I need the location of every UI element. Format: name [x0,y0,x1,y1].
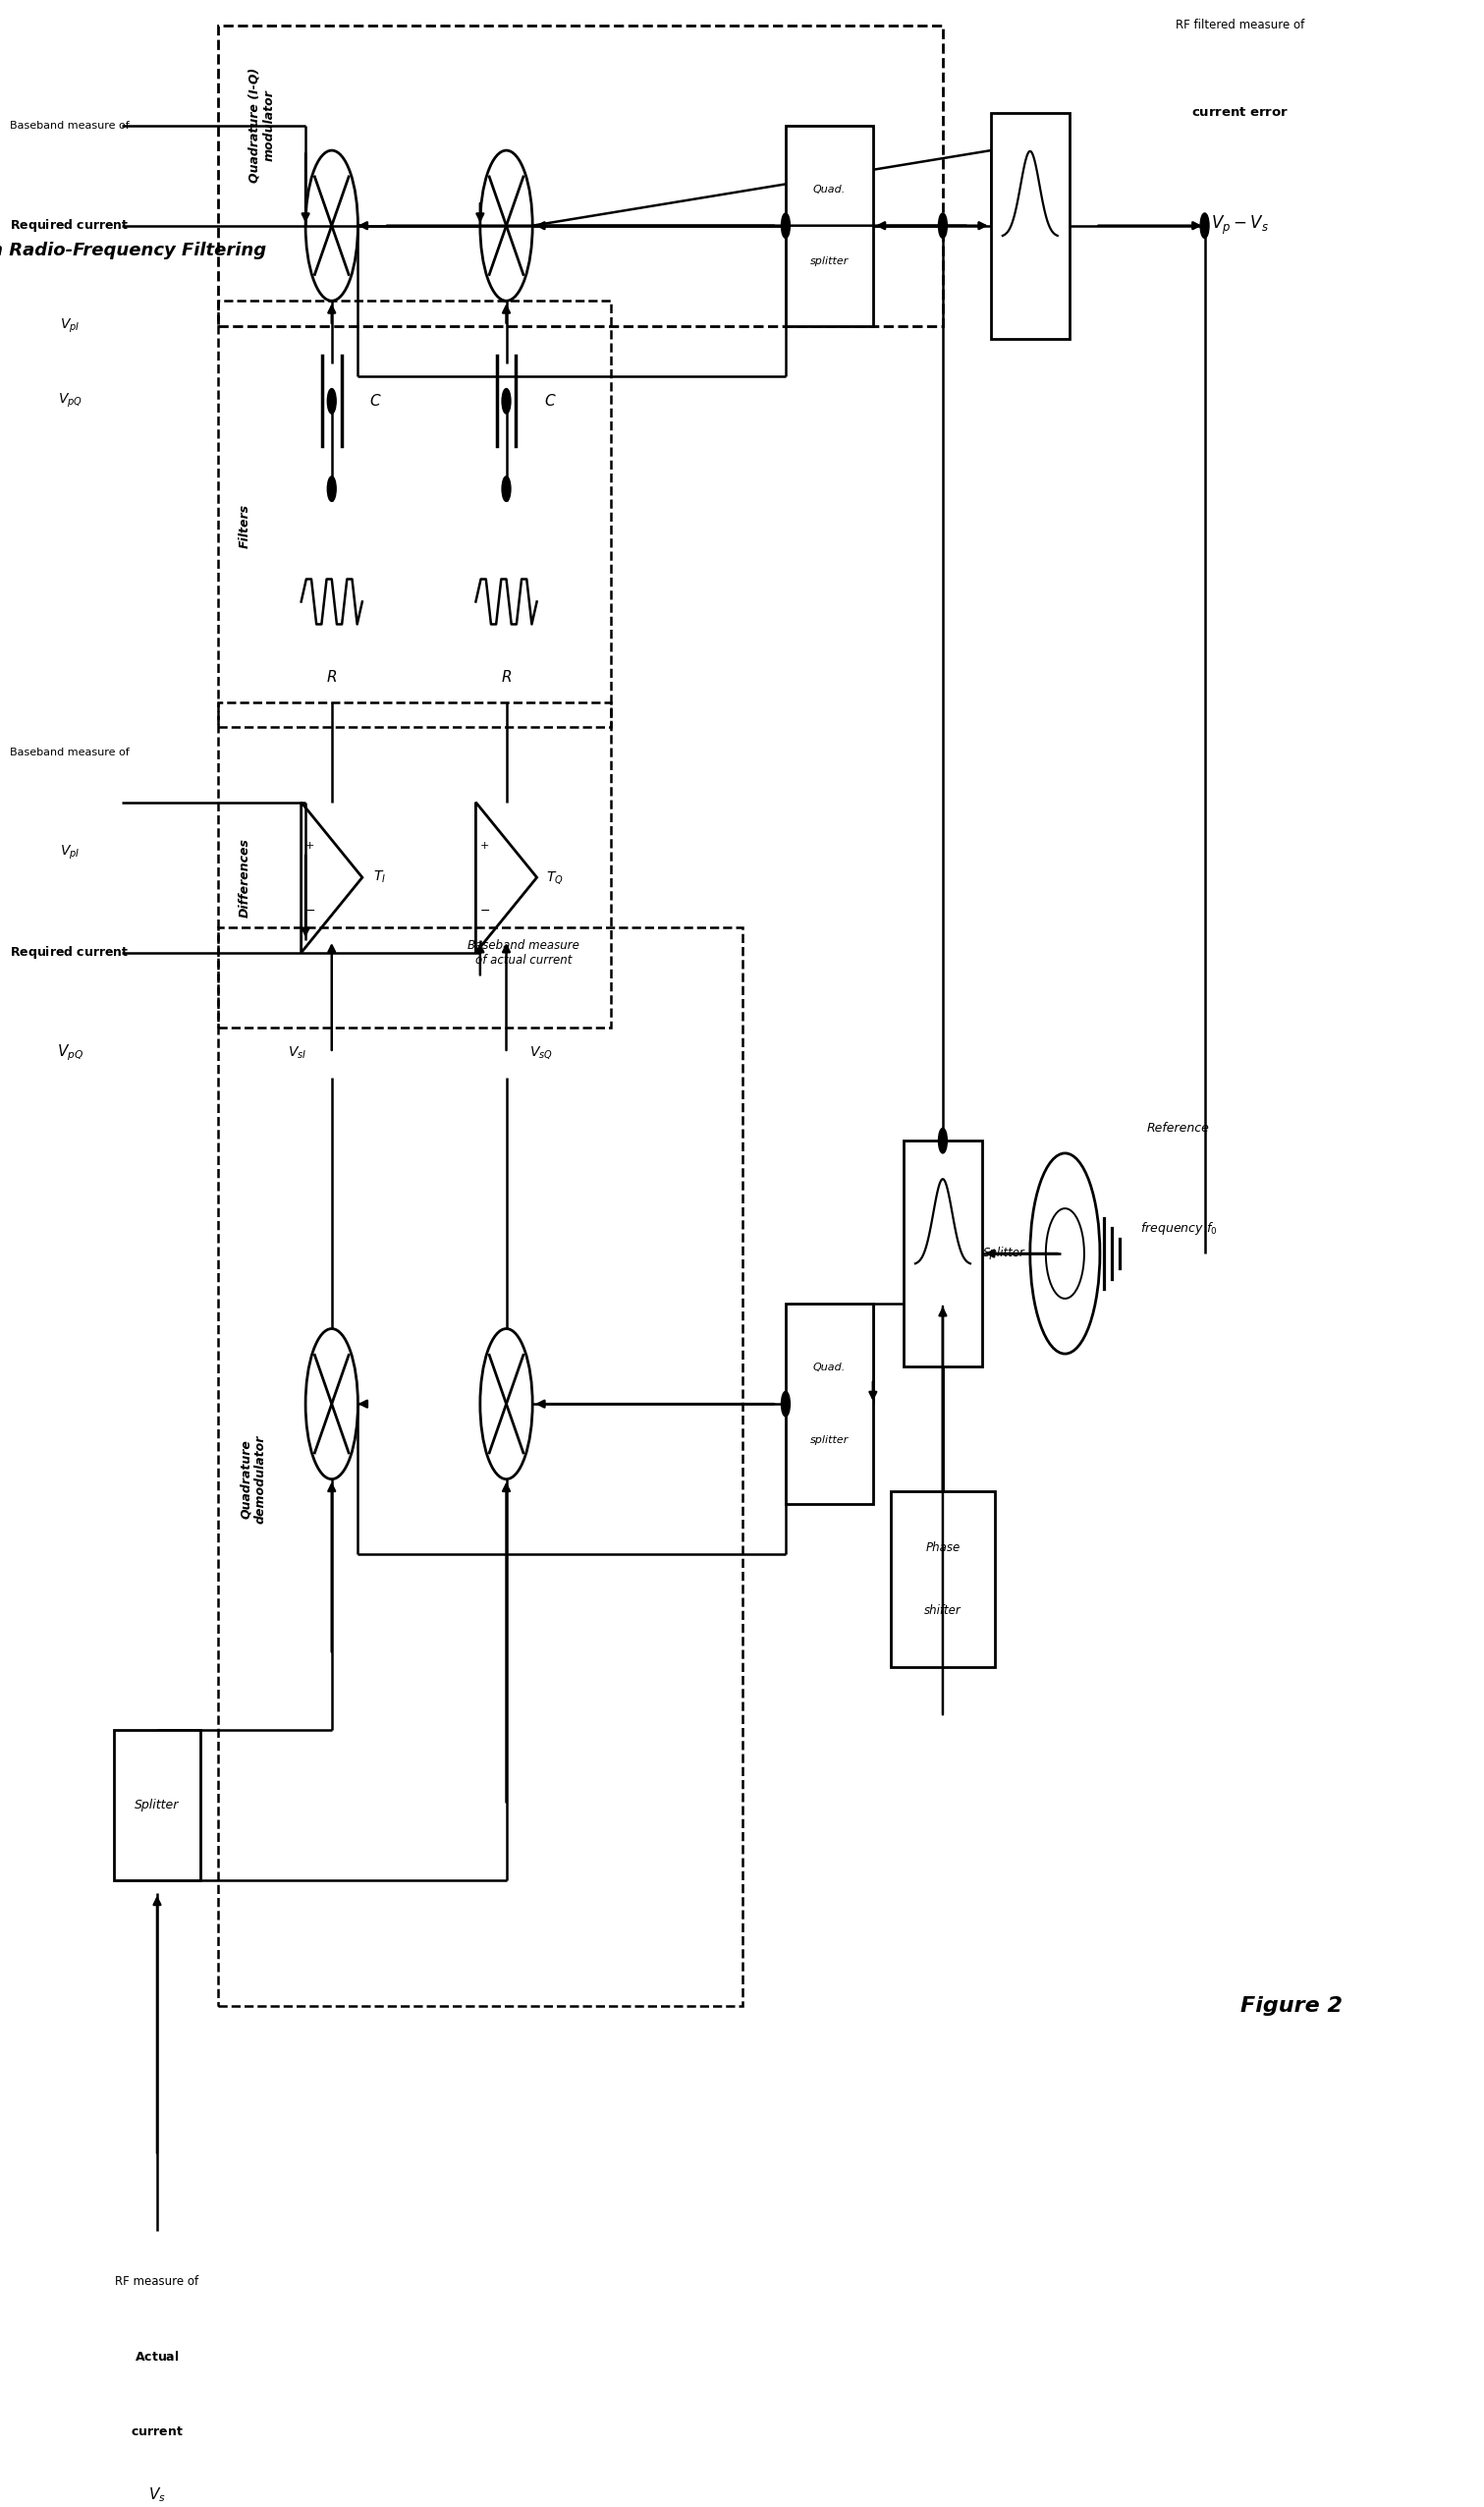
Bar [904,1141,982,1366]
Circle shape [781,1391,789,1416]
Text: $T_I$: $T_I$ [374,870,386,885]
Text: Phase: Phase [926,1542,960,1554]
Text: $-$: $-$ [304,903,316,918]
Bar [113,1730,200,1880]
Text: $\mathbf{current\ error}$: $\mathbf{current\ error}$ [1192,105,1288,120]
Text: $+$: $+$ [479,840,490,850]
Text: $C$: $C$ [543,394,556,409]
Circle shape [328,476,335,501]
Text: $V_{pQ}$: $V_{pQ}$ [56,1043,83,1063]
Text: Baseband measure of: Baseband measure of [10,120,129,130]
Text: Filters: Filters [237,504,251,549]
Bar [218,928,742,2006]
Text: $C$: $C$ [370,394,381,409]
Text: shifter: shifter [925,1604,962,1617]
Text: $\mathbf{current}$: $\mathbf{current}$ [131,2424,184,2439]
Text: Quad.: Quad. [813,186,846,196]
Circle shape [502,476,510,501]
Bar [991,113,1070,338]
Text: Splitter: Splitter [135,1798,180,1813]
Text: $V_{pI}$: $V_{pI}$ [59,316,80,336]
Text: Differences: Differences [237,837,251,918]
Text: $R$: $R$ [326,669,337,684]
Bar [785,125,873,326]
Circle shape [1201,213,1209,238]
Text: Quadrature
demodulator: Quadrature demodulator [239,1434,267,1524]
Text: $V_p - V_s$: $V_p - V_s$ [1211,213,1269,238]
Circle shape [781,213,789,238]
Bar [890,1492,996,1667]
Circle shape [328,389,335,414]
Bar [785,1304,873,1504]
Text: Baseband measure
of actual current: Baseband measure of actual current [467,940,580,965]
Text: $R$: $R$ [500,669,512,684]
Text: $\mathbf{Actual}$: $\mathbf{Actual}$ [135,2349,180,2364]
Text: Quad.: Quad. [813,1364,846,1374]
Circle shape [502,389,510,414]
Bar [218,301,611,727]
Text: Quadrature (I-Q)
modulator: Quadrature (I-Q) modulator [248,68,276,183]
Text: Reference: Reference [1147,1121,1209,1136]
Bar [218,25,942,326]
Text: RF filtered measure of: RF filtered measure of [1175,18,1304,33]
Text: $V_{pQ}$: $V_{pQ}$ [58,391,82,411]
Text: Cartesian Radio-Frequency Filtering: Cartesian Radio-Frequency Filtering [0,241,267,261]
Text: $+$: $+$ [304,840,315,850]
Text: $V_{sI}$: $V_{sI}$ [288,1045,306,1060]
Circle shape [938,213,947,238]
Text: Figure 2: Figure 2 [1241,1996,1343,2016]
Text: $\mathbf{Required\ current}$: $\mathbf{Required\ current}$ [10,218,129,233]
Bar [218,702,611,1028]
Text: $V_{sQ}$: $V_{sQ}$ [530,1045,554,1060]
Text: Splitter: Splitter [982,1246,1025,1261]
Text: $T_Q$: $T_Q$ [546,870,562,885]
Text: $frequency\ f_0$: $frequency\ f_0$ [1140,1221,1217,1236]
Text: splitter: splitter [810,256,849,266]
Text: $V_s$: $V_s$ [148,2484,166,2504]
Text: $V_{pI}$: $V_{pI}$ [59,842,80,862]
Circle shape [938,1128,947,1153]
Text: $-$: $-$ [479,903,490,918]
Text: $\mathbf{Required\ current}$: $\mathbf{Required\ current}$ [10,945,129,960]
Text: RF measure of: RF measure of [116,2274,199,2289]
Text: splitter: splitter [810,1434,849,1444]
Text: Baseband measure of: Baseband measure of [10,747,129,757]
